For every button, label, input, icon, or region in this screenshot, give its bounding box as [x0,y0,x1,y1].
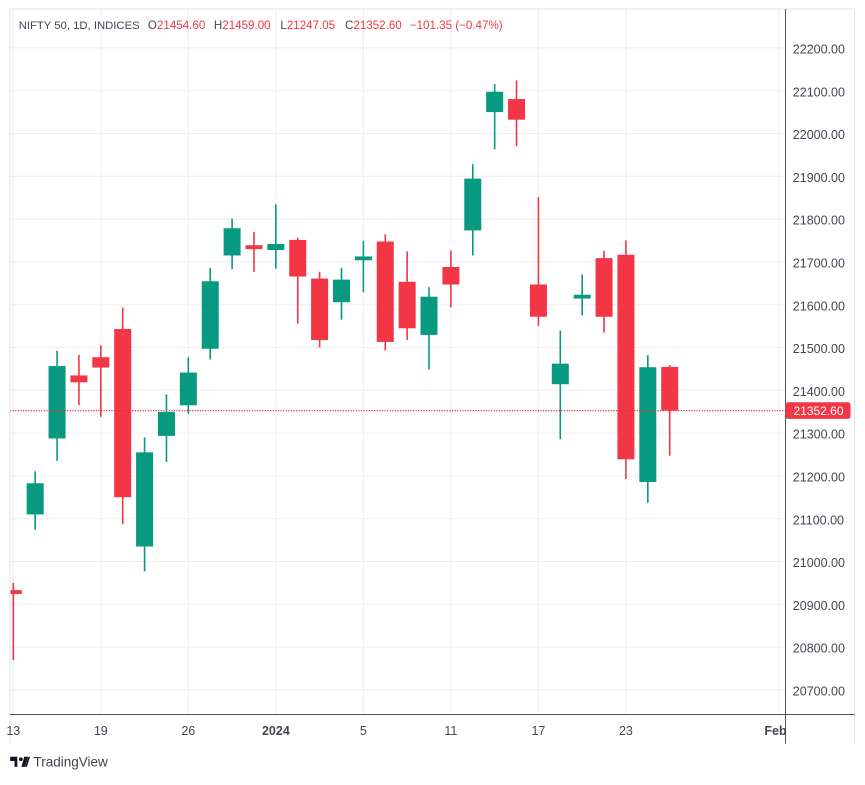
svg-text:2024: 2024 [262,724,290,738]
svg-text:−101.35 (−0.47%): −101.35 (−0.47%) [410,19,503,32]
svg-text:21600.00: 21600.00 [793,299,845,313]
svg-text:11: 11 [444,724,457,738]
svg-text:19: 19 [94,724,108,738]
svg-text:13: 13 [6,724,20,738]
svg-text:21900.00: 21900.00 [793,171,845,185]
svg-text:17: 17 [531,724,545,738]
svg-text:21200.00: 21200.00 [793,471,845,485]
svg-text:22000.00: 22000.00 [793,128,845,142]
svg-text:21100.00: 21100.00 [793,513,844,527]
svg-text:5: 5 [360,724,367,738]
svg-text:Feb: Feb [764,724,787,738]
svg-text:23: 23 [619,724,633,738]
svg-text:21800.00: 21800.00 [793,214,845,228]
svg-text:20900.00: 20900.00 [793,599,845,613]
svg-text:21500.00: 21500.00 [793,342,845,356]
svg-text:NIFTY 50, 1D, INDICES: NIFTY 50, 1D, INDICES [19,20,140,32]
svg-text:21400.00: 21400.00 [793,385,845,399]
svg-text:O21454.60: O21454.60 [148,19,205,32]
svg-text:TradingView: TradingView [34,755,109,770]
svg-text:22200.00: 22200.00 [793,43,845,57]
svg-text:L21247.05: L21247.05 [280,19,335,32]
svg-text:20800.00: 20800.00 [793,642,845,656]
svg-text:26: 26 [181,724,195,738]
svg-text:21700.00: 21700.00 [793,257,845,271]
svg-text:21352.60: 21352.60 [793,404,843,418]
svg-text:H21459.00: H21459.00 [214,19,271,32]
svg-text:C21352.60: C21352.60 [345,19,402,32]
svg-text:22100.00: 22100.00 [793,85,845,99]
svg-text:20700.00: 20700.00 [793,685,845,699]
svg-text:21300.00: 21300.00 [793,428,845,442]
svg-text:21000.00: 21000.00 [793,556,845,570]
